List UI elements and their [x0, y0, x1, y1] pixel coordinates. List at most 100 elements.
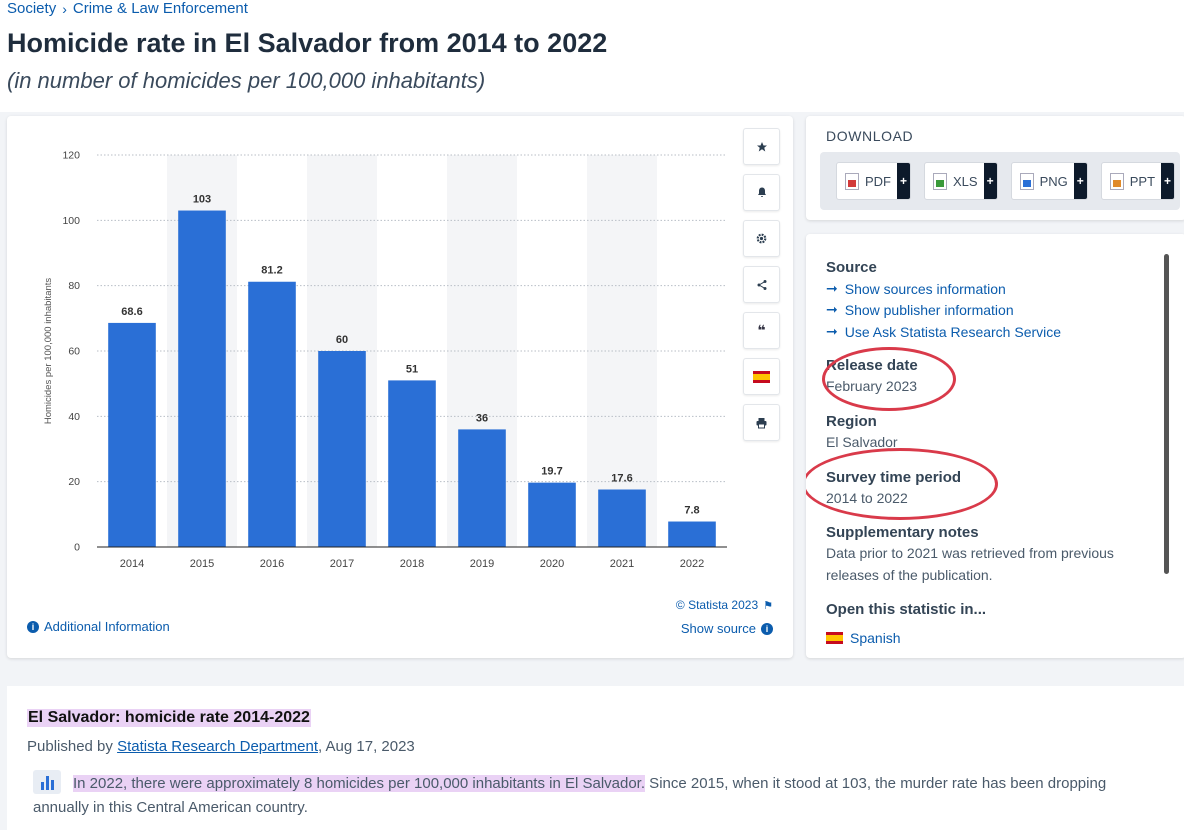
download-xls-plus[interactable]: + — [983, 163, 997, 199]
page-subtitle: (in number of homicides per 100,000 inha… — [7, 68, 486, 93]
additional-information-label: Additional Information — [44, 619, 170, 634]
notification-button[interactable] — [743, 174, 780, 211]
download-xls-label: XLS — [953, 173, 978, 189]
supplementary-notes-label: Supplementary notes — [826, 524, 979, 541]
gear-icon — [756, 233, 767, 244]
show-sources-label: Show sources information — [844, 280, 1006, 297]
y-tick-label: 60 — [68, 346, 80, 358]
data-label: 19.7 — [541, 466, 562, 478]
y-tick-label: 120 — [62, 150, 80, 162]
show-sources-link[interactable]: ➞ Show sources information — [826, 280, 1006, 297]
bar — [318, 351, 366, 547]
header-band — [0, 0, 1184, 112]
arrow-right-icon: ➞ — [826, 301, 838, 317]
summary-highlight: In 2022, there were approximately 8 homi… — [73, 775, 646, 792]
breadcrumb-separator: › — [62, 0, 67, 17]
flag-icon: ⚑ — [763, 599, 773, 612]
chart-toolbar: ❝ — [743, 128, 780, 441]
download-ppt-main: PPT — [1102, 163, 1161, 199]
show-source-label: Show source — [680, 621, 756, 636]
download-pdf-label: PDF — [865, 173, 891, 189]
star-icon — [756, 141, 767, 151]
download-png-button[interactable]: PNG + — [1010, 162, 1088, 200]
data-label: 17.6 — [611, 473, 632, 485]
bar-chart: 0 20 40 60 80 100 120 Homicides per 100,000 inh… — [43, 150, 727, 570]
data-label: 36 — [476, 412, 488, 424]
supplementary-notes-value: Data prior to 2021 was retrieved from pr… — [826, 545, 1114, 583]
share-icon — [757, 279, 766, 290]
page-title: Homicide rate in El Salvador from 2014 t… — [7, 28, 608, 58]
download-xls-button[interactable]: XLS + — [924, 162, 998, 200]
y-tick-label: 100 — [62, 215, 80, 227]
download-card: DOWNLOAD PDF + XLS + PNG + — [806, 116, 1184, 220]
bar — [528, 482, 576, 547]
chart-card: 0 20 40 60 80 100 120 Homicides per 100,000 inh… — [7, 116, 793, 658]
ask-statista-link[interactable]: ➞ Use Ask Statista Research Service — [826, 323, 1061, 340]
download-xls-main: XLS — [925, 163, 984, 199]
settings-button[interactable] — [743, 220, 780, 257]
source-label: Source — [826, 259, 877, 276]
x-tick-label: 2016 — [260, 558, 284, 570]
release-date-annotation-circle — [822, 347, 956, 411]
bell-icon — [757, 187, 766, 197]
download-pdf-main: PDF — [837, 163, 897, 199]
download-ppt-plus[interactable]: + — [1161, 163, 1175, 199]
open-in-spanish-link[interactable]: Spanish — [826, 630, 901, 646]
region-value: El Salvador — [826, 434, 898, 450]
bar — [248, 281, 296, 547]
download-png-main: PNG — [1012, 163, 1074, 199]
arrow-right-icon: ➞ — [826, 280, 838, 296]
pdf-file-icon — [845, 172, 859, 190]
quote-icon: ❝ — [757, 322, 766, 338]
region-label: Region — [826, 413, 877, 430]
additional-information-link[interactable]: i Additional Information — [27, 619, 170, 634]
bar — [598, 489, 646, 547]
published-prefix: Published by — [27, 738, 113, 755]
breadcrumb-crime-law[interactable]: Crime & Law Enforcement — [72, 0, 248, 17]
data-label: 103 — [193, 194, 211, 206]
download-bar: PDF + XLS + PNG + PPT + — [820, 152, 1180, 210]
arrow-right-icon: ➞ — [826, 323, 838, 339]
copyright-link[interactable]: © Statista 2023 ⚑ — [676, 598, 773, 612]
show-publisher-link[interactable]: ➞ Show publisher information — [826, 301, 1014, 318]
bar — [108, 322, 156, 547]
breadcrumb-society[interactable]: Society — [7, 0, 57, 17]
data-label: 51 — [406, 363, 418, 375]
x-tick-label: 2022 — [680, 558, 704, 570]
survey-period-annotation-circle — [806, 448, 998, 520]
summary-body: In 2022, there were approximately 8 homi… — [33, 772, 1123, 820]
publisher-link[interactable]: Statista Research Department — [117, 738, 319, 755]
print-button[interactable] — [743, 404, 780, 441]
download-title: DOWNLOAD — [826, 128, 914, 144]
xls-file-icon — [933, 172, 947, 190]
show-source-link[interactable]: Show source i — [681, 621, 773, 636]
info-icon: i — [27, 620, 39, 633]
download-pdf-button[interactable]: PDF + — [836, 162, 911, 200]
copyright-label: © Statista 2023 — [675, 598, 759, 612]
y-tick-label: 80 — [68, 280, 80, 292]
open-in-spanish-label: Spanish — [850, 630, 901, 646]
share-button[interactable] — [743, 266, 780, 303]
open-statistic-label: Open this statistic in... — [826, 601, 987, 618]
download-png-plus[interactable]: + — [1073, 163, 1087, 199]
summary-section: El Salvador: homicide rate 2014-2022 Pub… — [7, 686, 1184, 830]
data-label: 60 — [336, 334, 348, 346]
y-tick-label: 40 — [68, 411, 80, 423]
x-tick-label: 2019 — [470, 558, 494, 570]
info-icon: i — [761, 622, 773, 635]
summary-rest: Since 2015, when it stood at 103, the mu… — [33, 775, 1107, 816]
x-tick-label: 2014 — [120, 558, 144, 570]
y-tick-label: 20 — [68, 476, 80, 488]
spain-flag-icon — [826, 632, 843, 644]
cite-button[interactable]: ❝ — [743, 312, 780, 349]
download-pdf-plus[interactable]: + — [897, 163, 910, 199]
ppt-file-icon — [1109, 172, 1124, 190]
data-label: 7.8 — [684, 505, 699, 517]
favorite-button[interactable] — [743, 128, 780, 165]
bar — [668, 521, 716, 547]
download-ppt-button[interactable]: PPT + — [1100, 162, 1176, 200]
details-card: Source ➞ Show sources information ➞ Show… — [806, 234, 1184, 658]
x-tick-label: 2020 — [540, 558, 564, 570]
language-button[interactable] — [743, 358, 780, 395]
details-scrollbar[interactable] — [1164, 254, 1169, 574]
